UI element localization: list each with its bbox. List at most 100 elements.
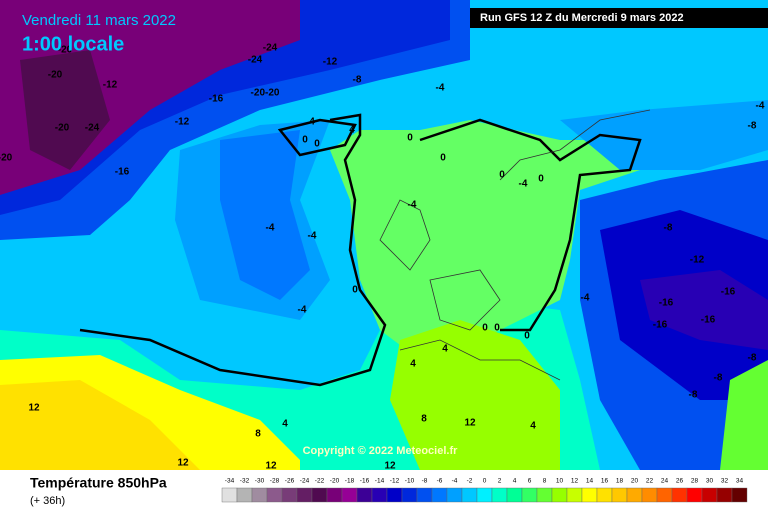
scale-swatch [251,487,268,503]
date: Vendredi 11 mars 2022 [22,12,176,29]
scale-swatch [506,487,523,503]
isotherm-label: 4 [349,125,355,136]
scale-label: -22 [315,478,325,485]
scale-label: 0 [483,478,487,485]
cold-east [640,270,768,350]
scale-label: -12 [390,478,400,485]
isotherm-label: 12 [384,461,396,472]
isotherm-label: -16 [653,320,668,331]
scale-label: -2 [467,478,473,485]
isotherm-label: 0 [524,331,530,342]
isotherm-label: 8 [255,429,261,440]
isotherm-label: -20-20 [251,88,280,99]
isotherm-label: 0 [440,153,446,164]
isotherm-label: 12 [265,461,277,472]
scale-swatch [701,487,718,503]
scale-swatch [266,487,283,503]
run-box [470,8,768,28]
warm-zone [0,380,200,470]
isotherm-label: -4 [298,305,307,316]
scale-swatch [416,487,433,503]
isotherm-label: -4 [308,231,317,242]
isotherm-label: 8 [421,414,427,425]
isotherm-label: -12 [323,57,338,68]
isotherm-label: 12 [464,418,476,429]
isotherm-label: -8 [689,390,698,401]
scale-label: 12 [571,478,579,485]
isotherm-label: -16 [701,315,716,326]
scale-label: 34 [736,478,744,485]
scale-swatch [476,487,493,503]
scale-label: 8 [543,478,547,485]
scale-swatch [641,487,658,503]
isotherm-label: -20 [58,45,73,56]
scale-label: -16 [360,478,370,485]
scale-label: 30 [706,478,714,485]
isotherm-label: -20 [55,123,70,134]
scale-swatch [656,487,673,503]
scale-swatch [446,487,463,503]
scale-swatch [386,487,403,503]
isotherm-labels: -20-20-12-12-16-20-20-24-24 -12-8-4-20 -24… [0,43,765,472]
scale-label: 4 [513,478,517,485]
coastline [399,339,561,381]
isotherm-label: 0 [314,139,320,150]
scale-label: -14 [375,478,385,485]
scale-label: -10 [405,478,415,485]
coastline [429,269,501,331]
isotherm-label: -4 [436,83,445,94]
isotherm-label: -4 [408,200,417,211]
isotherm-label: -20 [0,153,13,164]
warm-east [720,360,768,470]
isotherm-label: -4 [519,179,528,190]
isotherm-label: -8 [353,75,362,86]
isotherm-label: -24 [85,123,100,134]
scale-label: -18 [345,478,355,485]
scale-swatch [521,487,538,503]
isotherm-label: 4 [410,359,416,370]
isotherm-label: 4 [442,344,448,355]
scale-label: 2 [498,478,502,485]
scale-swatch [566,487,583,503]
isotherm-label: -4 [266,223,275,234]
isotherm-label: 4 [282,419,288,430]
very-cold [20,50,110,170]
scale-label: 26 [676,478,684,485]
isotherm-line [419,118,642,332]
scale-swatch [341,487,358,503]
scale-label: -26 [285,478,295,485]
scale-label: 20 [631,478,639,485]
isotherm-line [79,113,387,387]
scale-swatch [296,487,313,503]
isotherm-label: 0 [494,323,500,334]
scale-swatch [716,487,733,503]
scale-label: -8 [422,478,428,485]
coastline [379,199,431,271]
scale-swatch [236,487,253,503]
scale-label: 32 [721,478,729,485]
scale-swatch [281,487,298,503]
scale-swatch [731,487,748,503]
scale-label: -30 [255,478,265,485]
isotherm-label: -24 [248,55,263,66]
isotherm-label: -16 [115,167,130,178]
isotherm-label: 0 [407,133,413,144]
coastline [499,109,651,181]
isotherm-label: -8 [748,121,757,132]
isotherm-label: -8 [714,373,723,384]
time: 1:00 locale [22,33,124,55]
scale-swatch [401,487,418,503]
isotherm-label: 12 [28,403,40,414]
scale-swatch [221,487,238,503]
scale-swatch [536,487,553,503]
scale-label: 28 [691,478,699,485]
scale-swatch [431,487,448,503]
scale-label: -24 [300,478,310,485]
lead-time: (+ 36h) [30,495,65,507]
scale-swatch [551,487,568,503]
isotherm-label: -12 [175,117,190,128]
scale-label: 16 [601,478,609,485]
scale-label: 24 [661,478,669,485]
